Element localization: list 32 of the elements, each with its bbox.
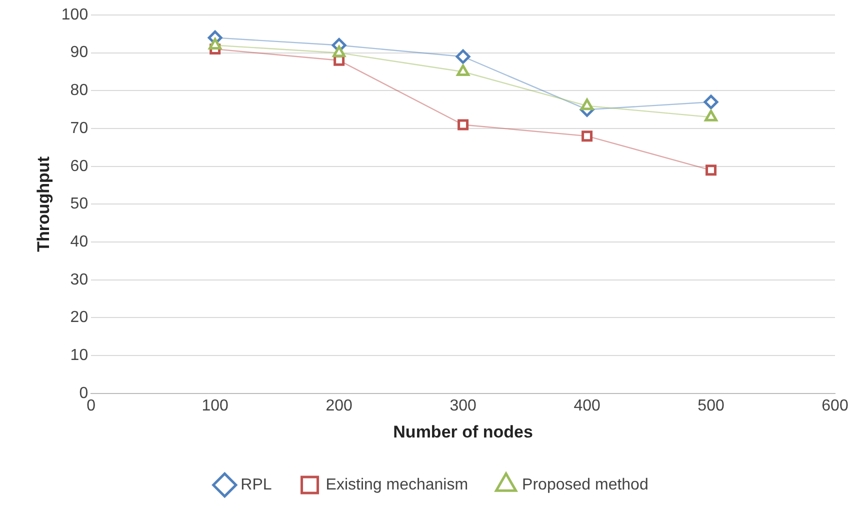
x-tick-label: 400 [574,397,600,414]
y-tick-label: 100 [61,6,88,24]
y-tick-label: 80 [70,82,88,100]
point [458,119,469,130]
point [456,64,470,76]
y-axis-title: Throughput [34,156,53,252]
y-tick-label: 90 [70,44,88,62]
point [332,46,346,58]
point [580,98,594,110]
y-tick-label: 70 [70,120,88,137]
x-tick-label: 500 [698,397,724,414]
x-tick-label: 300 [450,397,476,414]
point [704,94,718,110]
y-tick-label: 0 [79,384,88,402]
y-tick-label: 10 [70,346,88,364]
point [706,164,717,176]
y-tick-label: 30 [70,271,88,288]
x-tick-label: 200 [326,397,353,414]
y-tick-label: 60 [70,158,88,175]
y-tick-label: 50 [70,196,88,213]
point [582,130,593,142]
y-tick-label: 20 [70,309,88,326]
x-axis-title: Number of nodes [393,422,533,442]
legend-label: Existing mechanism [326,476,468,494]
x-tick-label: 100 [202,397,229,414]
point [456,49,470,64]
y-tick-label: 40 [70,233,88,250]
point [208,38,222,50]
x-tick-label: 600 [822,397,848,414]
point [704,110,718,122]
legend-label: RPL [240,476,272,494]
legend-label: Proposed method [522,476,648,494]
